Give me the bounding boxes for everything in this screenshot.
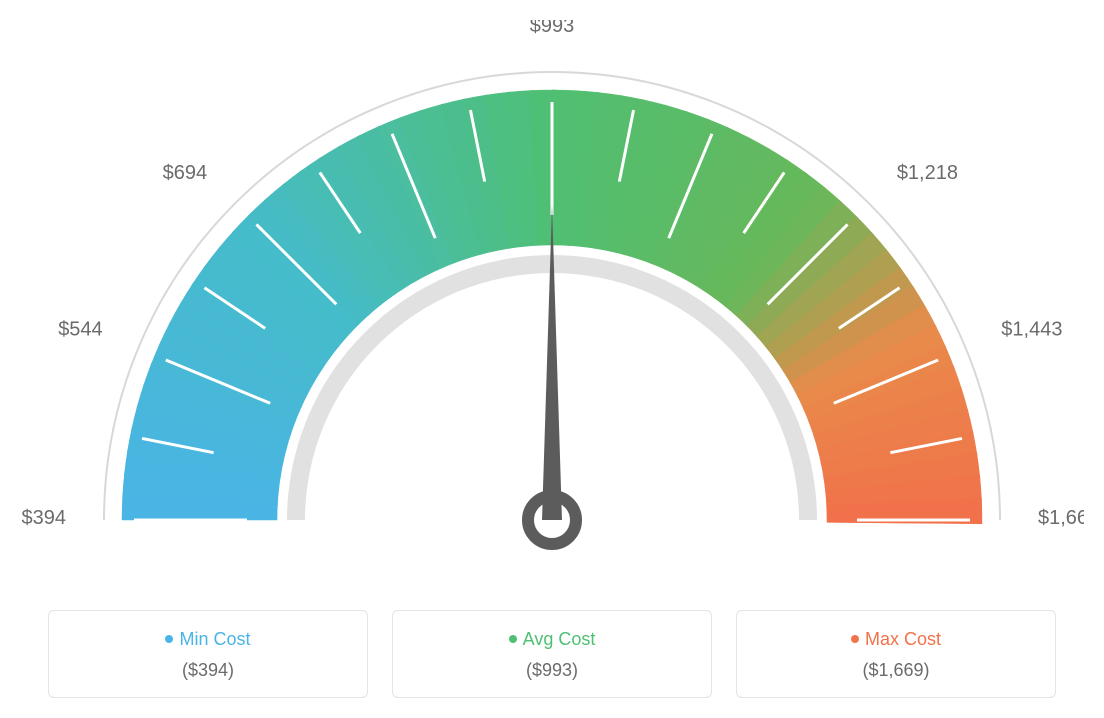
dot-avg (509, 635, 517, 643)
legend-card-max: Max Cost ($1,669) (736, 610, 1056, 698)
gauge-chart: $394 $544 $694 $993 $1,218 $1,443 $1,669 (20, 20, 1084, 580)
svg-text:$1,443: $1,443 (1001, 319, 1062, 341)
legend-max-value: ($1,669) (737, 660, 1055, 681)
legend-avg-title: Avg Cost (393, 629, 711, 650)
dot-min (165, 635, 173, 643)
svg-text:$394: $394 (22, 507, 67, 529)
svg-text:$1,218: $1,218 (897, 162, 958, 184)
legend-avg-label: Avg Cost (523, 629, 596, 649)
legend-card-min: Min Cost ($394) (48, 610, 368, 698)
legend-min-label: Min Cost (179, 629, 250, 649)
legend-card-avg: Avg Cost ($993) (392, 610, 712, 698)
svg-text:$694: $694 (163, 162, 208, 184)
dot-max (851, 635, 859, 643)
svg-text:$993: $993 (530, 20, 575, 37)
svg-text:$544: $544 (58, 319, 103, 341)
legend-row: Min Cost ($394) Avg Cost ($993) Max Cost… (20, 610, 1084, 698)
legend-max-label: Max Cost (865, 629, 941, 649)
legend-min-value: ($394) (49, 660, 367, 681)
svg-text:$1,669: $1,669 (1038, 507, 1084, 529)
legend-avg-value: ($993) (393, 660, 711, 681)
legend-max-title: Max Cost (737, 629, 1055, 650)
gauge-svg: $394 $544 $694 $993 $1,218 $1,443 $1,669 (20, 20, 1084, 580)
legend-min-title: Min Cost (49, 629, 367, 650)
